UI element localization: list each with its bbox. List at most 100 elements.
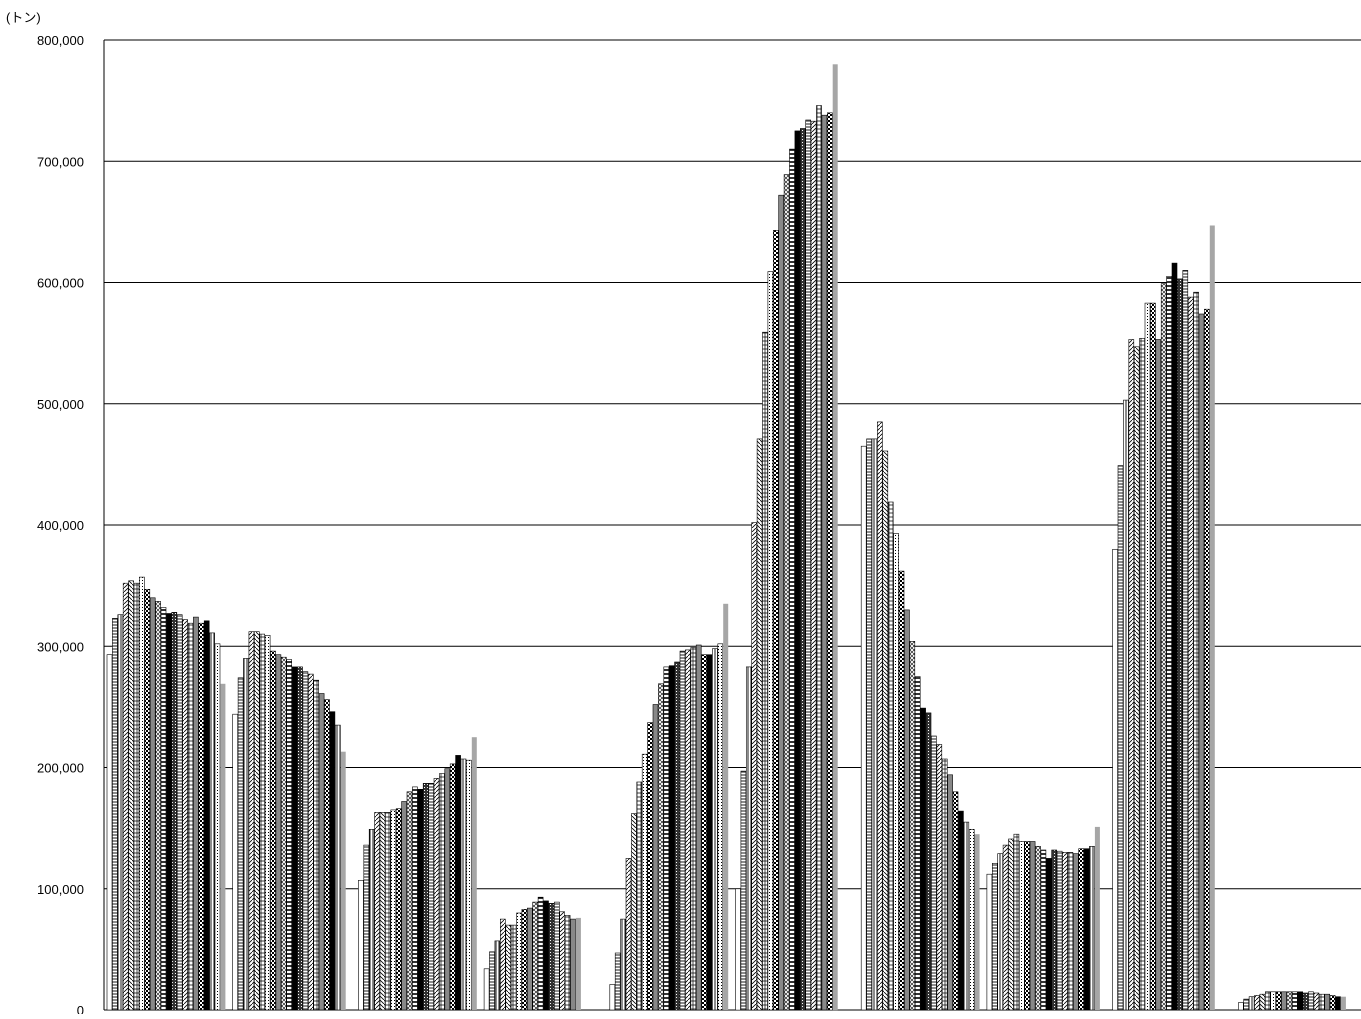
bar (816, 105, 822, 1011)
bar (1313, 992, 1320, 1011)
bar (324, 699, 330, 1011)
bar (609, 984, 616, 1011)
bar (494, 940, 501, 1011)
bar (412, 786, 418, 1011)
bar (117, 614, 124, 1011)
bar (313, 679, 320, 1011)
bar (532, 901, 539, 1011)
bar (783, 174, 790, 1011)
bar (1112, 548, 1118, 1011)
bar (1133, 346, 1140, 1011)
bar (1329, 995, 1336, 1011)
bar (636, 781, 643, 1011)
bar (620, 918, 626, 1011)
bar (139, 576, 145, 1011)
bar (963, 821, 970, 1011)
bar (860, 445, 867, 1011)
bar (264, 634, 271, 1011)
bar (112, 618, 118, 1011)
bar (701, 654, 707, 1011)
bar (1308, 991, 1314, 1011)
bar (548, 902, 555, 1011)
bar (422, 782, 429, 1011)
bar (740, 770, 747, 1011)
bar (340, 751, 346, 1010)
bar (1002, 844, 1009, 1011)
bar (187, 622, 194, 1011)
bar (1040, 849, 1047, 1011)
bar (510, 924, 517, 1011)
bar (625, 858, 632, 1011)
bar (1083, 848, 1090, 1011)
bar (155, 601, 161, 1011)
bar (658, 683, 664, 1011)
bar (286, 659, 293, 1011)
bar (182, 619, 188, 1011)
bar (1292, 991, 1298, 1011)
bar (1275, 991, 1282, 1011)
bar (275, 654, 282, 1011)
bar (1166, 276, 1172, 1011)
bar (952, 791, 959, 1011)
bar (810, 120, 817, 1011)
bar (663, 666, 670, 1011)
bar (499, 918, 506, 1011)
bar (406, 791, 413, 1011)
bar (149, 597, 156, 1011)
bar (428, 782, 434, 1011)
bar (395, 808, 402, 1011)
bar (947, 774, 953, 1011)
bar (318, 693, 325, 1011)
bar (307, 673, 314, 1011)
bar (1171, 262, 1178, 1011)
bar (176, 614, 183, 1011)
bar (1297, 991, 1303, 1011)
bar (735, 888, 741, 1011)
bar (209, 632, 215, 1011)
bar (652, 704, 659, 1011)
bar (232, 713, 238, 1011)
bar (986, 873, 993, 1011)
bar (1204, 308, 1210, 1011)
bar (904, 609, 910, 1011)
bar (1155, 339, 1162, 1011)
bar (439, 773, 445, 1011)
y-tick-label: 300,000 (37, 639, 84, 654)
bar (1117, 465, 1124, 1011)
bar (214, 643, 221, 1011)
bar (1018, 841, 1025, 1011)
bar (1319, 993, 1325, 1011)
bar (1335, 996, 1341, 1011)
bar (297, 666, 303, 1011)
bar (1259, 993, 1266, 1011)
bar (789, 148, 795, 1011)
bar (237, 677, 244, 1011)
bar (385, 812, 391, 1011)
bar (991, 862, 998, 1011)
bar (1150, 302, 1156, 1011)
bar (1254, 995, 1260, 1011)
y-tick-label: 800,000 (37, 33, 84, 48)
bar (280, 656, 287, 1011)
bar (909, 641, 916, 1011)
bar (302, 671, 309, 1011)
bar (679, 650, 686, 1011)
bar (968, 828, 975, 1011)
bar (958, 810, 964, 1011)
bar (871, 438, 878, 1011)
bar (936, 744, 943, 1011)
bar (505, 924, 512, 1011)
bar (920, 707, 926, 1011)
bar (647, 722, 653, 1011)
bar (171, 611, 178, 1011)
bar (695, 644, 702, 1011)
bar (717, 643, 724, 1011)
bar (471, 737, 477, 1010)
bar (866, 438, 872, 1011)
bar (1248, 996, 1255, 1011)
bar (537, 896, 544, 1011)
bar (291, 666, 298, 1011)
bar (767, 271, 774, 1011)
